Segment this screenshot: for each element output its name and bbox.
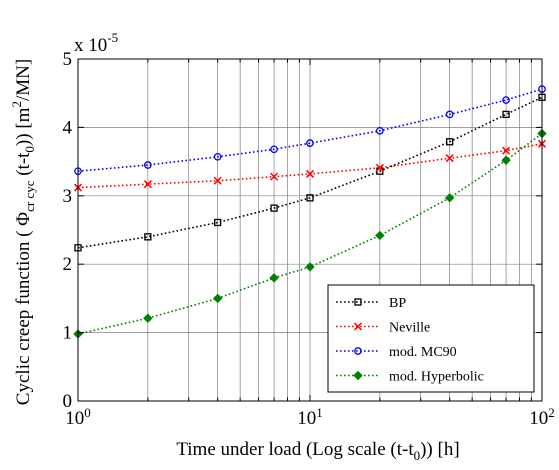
data-point <box>305 262 315 272</box>
x-tick-label: 100 <box>65 405 91 429</box>
legend-swatch-marker <box>353 322 363 331</box>
y-tick-label: 2 <box>63 254 73 275</box>
data-point <box>143 180 152 189</box>
data-point <box>445 110 454 119</box>
y-tick-label: 3 <box>63 186 73 207</box>
data-point <box>143 313 153 323</box>
data-point <box>305 169 315 178</box>
data-point <box>269 273 279 283</box>
legend-swatch-marker <box>354 347 362 355</box>
data-point <box>144 233 152 241</box>
y-tick-label: 1 <box>63 323 73 344</box>
data-point <box>270 204 278 212</box>
y-multiplier-label: x 10-5 <box>74 30 118 56</box>
legend-label: BP <box>389 296 406 311</box>
data-point <box>445 154 454 163</box>
y-tick-label: 0 <box>63 391 73 412</box>
data-point <box>444 193 455 203</box>
data-point <box>501 155 511 165</box>
data-point <box>502 110 510 119</box>
legend-swatch-marker <box>353 370 363 381</box>
data-point <box>213 176 222 185</box>
y-axis-label: Cyclic creep function ( Φcr cyc (t-t0)) … <box>9 59 37 405</box>
legend-label: mod. Hyperbolic <box>389 370 484 385</box>
data-point <box>502 96 510 104</box>
data-point <box>375 163 384 172</box>
legend-entry: mod. MC90 <box>336 345 457 360</box>
legend-entry: BP <box>336 296 406 311</box>
data-point <box>306 139 314 147</box>
legend: BP Neville mod. MC90 mod. Hyperbolic <box>327 284 535 393</box>
legend-label: mod. MC90 <box>389 345 457 360</box>
y-tick-label: 4 <box>63 117 73 138</box>
legend-entry: mod. Hyperbolic <box>336 370 484 385</box>
data-point <box>214 218 222 227</box>
ticks <box>77 58 542 402</box>
data-point <box>213 152 222 161</box>
data-point <box>375 230 385 241</box>
data-point <box>270 172 279 181</box>
data-point <box>143 161 152 169</box>
y-tick-label: 5 <box>63 49 73 70</box>
data-point <box>375 126 384 135</box>
series-neville <box>73 139 547 192</box>
x-tick-label: 102 <box>529 405 555 429</box>
data-point <box>306 194 314 202</box>
legend-swatch-marker <box>354 298 362 306</box>
axis-labels: 100 101 102 0 1 2 3 4 5x 10-5 Time under load (Lo… <box>9 30 555 463</box>
series-line <box>77 96 543 249</box>
x-tick-label: 101 <box>297 405 323 429</box>
data-point <box>446 138 454 146</box>
data-point <box>502 146 511 155</box>
legend-label: Neville <box>389 321 430 336</box>
x-axis-label: Time under load (Log scale (t-t0)) [h] <box>176 439 459 463</box>
data-point <box>270 145 278 154</box>
legend-entry: Neville <box>336 321 430 336</box>
data-point <box>212 293 223 304</box>
legend-box <box>327 284 535 393</box>
